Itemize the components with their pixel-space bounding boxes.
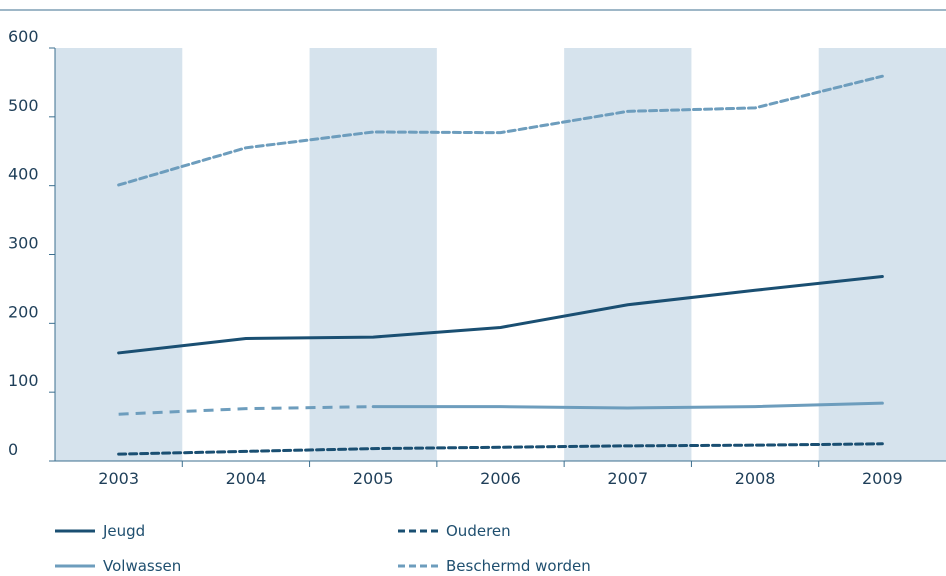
band-2009 xyxy=(818,48,946,461)
x-tick-label: 2003 xyxy=(98,469,139,488)
series-line-beschermd-worden xyxy=(117,74,884,187)
y-tick-label: 100 xyxy=(8,371,39,390)
y-tick-label: 0 xyxy=(8,440,18,459)
background-bands xyxy=(55,48,946,461)
legend-label-ouderen: Ouderen xyxy=(446,522,511,540)
band-2007 xyxy=(564,48,692,461)
series-lines xyxy=(117,74,884,456)
y-tick-label: 300 xyxy=(8,234,39,253)
y-tick-label: 500 xyxy=(8,96,39,115)
series-line-jeugd xyxy=(117,275,884,355)
series-line-volwassen xyxy=(371,401,884,410)
y-tick-label: 600 xyxy=(8,27,39,46)
band-2005 xyxy=(309,48,437,461)
legend-label-volwassen: Volwassen xyxy=(103,557,181,575)
x-tick-label: 2005 xyxy=(353,469,394,488)
x-tick-label: 2008 xyxy=(735,469,776,488)
x-tick-label: 2006 xyxy=(480,469,521,488)
series-line-ouderen xyxy=(117,442,884,456)
x-tick-labels: 2003 2004 2005 2006 2007 2008 2009 xyxy=(98,461,903,488)
legend-label-jeugd: Jeugd xyxy=(102,522,145,540)
band-2003 xyxy=(55,48,183,461)
axes xyxy=(54,48,946,462)
x-tick-label: 2009 xyxy=(862,469,903,488)
x-tick-label: 2004 xyxy=(226,469,267,488)
legend-label-beschermd-worden: Beschermd worden xyxy=(446,557,591,575)
y-tick-label: 200 xyxy=(8,302,39,321)
series-line-volwassen-estimate xyxy=(118,405,374,416)
legend: Jeugd Ouderen Volwassen Beschermd worden xyxy=(55,522,591,575)
y-tick-labels: 0 100 200 300 400 500 600 xyxy=(8,27,55,462)
x-tick-label: 2007 xyxy=(607,469,648,488)
y-tick-label: 400 xyxy=(8,165,39,184)
